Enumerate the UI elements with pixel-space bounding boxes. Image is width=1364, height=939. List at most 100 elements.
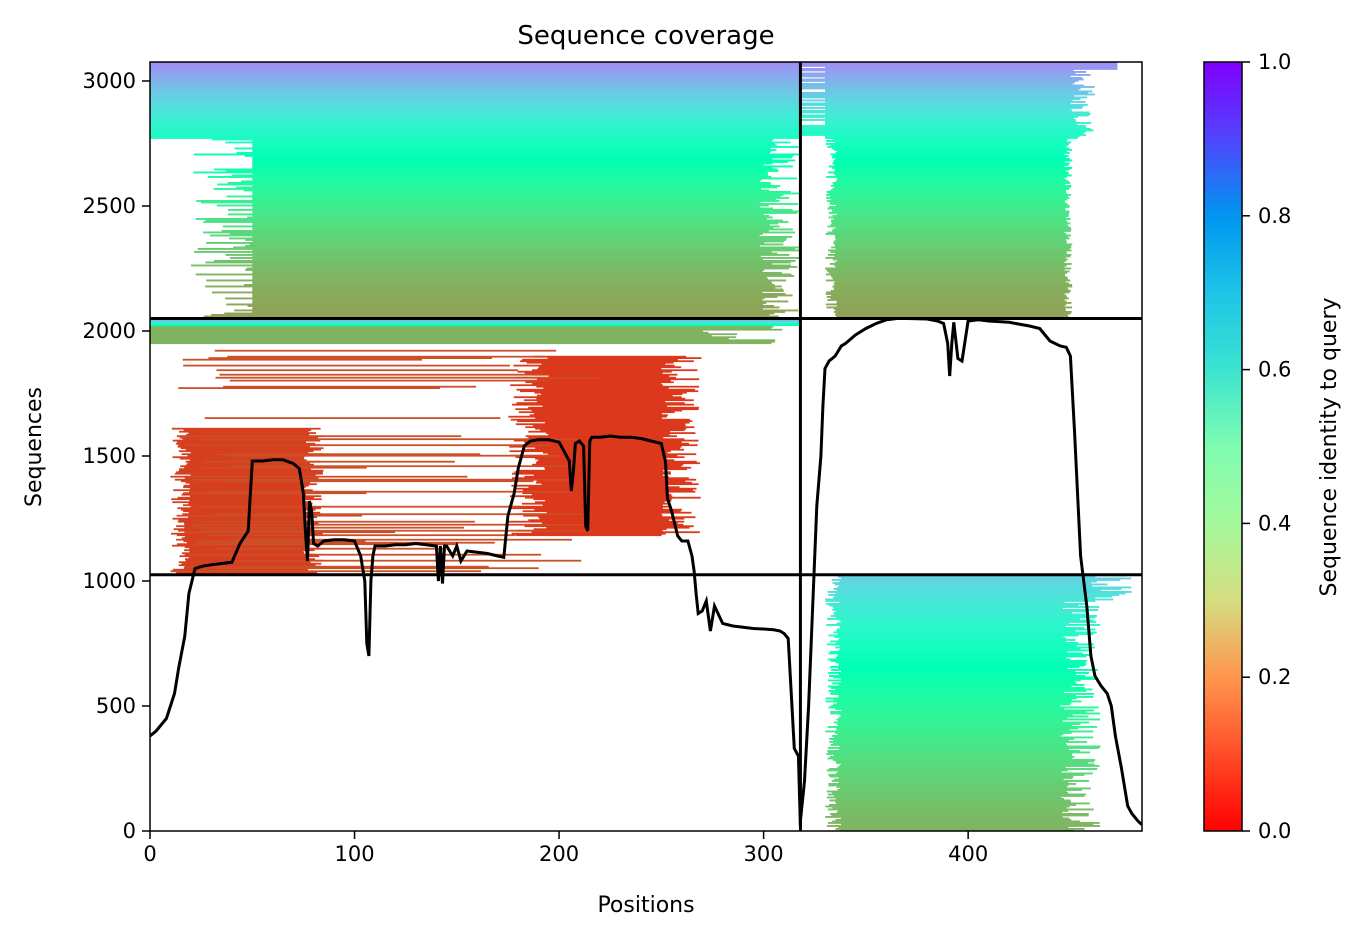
coverage-row	[229, 465, 577, 468]
coverage-row	[840, 648, 1081, 650]
coverage-row	[216, 204, 769, 207]
coverage-row	[800, 119, 1076, 121]
coverage-row	[178, 561, 311, 564]
coverage-row	[834, 261, 1065, 264]
coverage-row	[252, 311, 786, 313]
coverage-row	[206, 242, 765, 244]
coverage-row	[204, 417, 501, 419]
coverage-row	[830, 615, 1098, 617]
coverage-row	[830, 691, 1064, 694]
coverage-row	[522, 489, 693, 492]
coverage-row	[537, 367, 662, 370]
coverage-row	[836, 315, 1069, 318]
coverage-row	[513, 487, 697, 490]
coverage-row	[524, 441, 682, 444]
coverage-row	[839, 625, 1066, 628]
coverage-row	[182, 358, 422, 361]
coverage-row	[252, 272, 782, 274]
coverage-row	[183, 429, 312, 432]
coverage-row	[205, 285, 782, 288]
coverage-row	[508, 415, 667, 418]
coverage-row	[832, 742, 1066, 745]
coverage-row	[150, 105, 801, 108]
coverage-row	[247, 305, 775, 307]
coverage-row	[837, 720, 1063, 722]
coverage-row	[825, 730, 1094, 733]
coverage-row	[825, 293, 1065, 295]
coverage-row	[841, 670, 1076, 673]
coverage-row	[826, 643, 1094, 646]
coverage-row	[826, 796, 1062, 799]
coverage-row	[252, 203, 799, 205]
coverage-row	[188, 556, 308, 559]
coverage-row	[836, 302, 1072, 304]
coverage-row	[836, 305, 1065, 307]
coverage-row	[252, 306, 780, 309]
coverage-row	[252, 255, 761, 258]
coverage-row	[832, 155, 1069, 157]
coverage-row	[837, 766, 1066, 769]
coverage-row	[800, 134, 1086, 136]
coverage-row	[523, 399, 694, 402]
coverage-row	[207, 176, 772, 178]
coverage-row	[192, 478, 569, 481]
coverage-row	[800, 128, 1091, 130]
coverage-row	[514, 471, 671, 474]
coverage-row	[528, 406, 699, 409]
coverage-row	[828, 216, 1067, 219]
coverage-row	[252, 162, 773, 165]
coverage-row	[532, 369, 698, 372]
coverage-row	[800, 93, 1095, 96]
coverage-row	[825, 117, 1074, 120]
coverage-line-chain-a	[150, 434, 802, 827]
coverage-row	[216, 547, 444, 550]
coverage-row	[837, 733, 1064, 736]
coverage-row	[150, 116, 801, 118]
coverage-row	[252, 158, 773, 160]
coverage-row	[826, 624, 1101, 626]
coverage-row	[833, 282, 1070, 285]
coverage-row	[836, 702, 1072, 704]
coverage-row	[833, 721, 1090, 724]
x-axis-ticks: 0 100 200 300 400	[143, 831, 988, 866]
coverage-row	[835, 819, 1072, 821]
coverage-row	[252, 266, 798, 268]
coverage-row	[835, 828, 1085, 830]
coverage-row	[835, 760, 1094, 763]
coverage-row	[825, 805, 1070, 808]
coverage-row	[252, 288, 784, 291]
coverage-row	[835, 237, 1070, 240]
coverage-row	[545, 499, 672, 502]
coverage-row	[837, 150, 1067, 153]
coverage-row	[829, 206, 1070, 208]
coverage-row	[829, 201, 1066, 204]
coverage-row	[827, 299, 1065, 301]
coverage-row	[833, 613, 1090, 616]
coverage-row	[177, 496, 314, 499]
coverage-row	[828, 192, 1067, 195]
coverage-row	[518, 411, 675, 414]
coverage-row	[225, 254, 790, 256]
coverage-row	[829, 775, 1074, 778]
coverage-row	[185, 448, 321, 451]
coverage-row	[830, 640, 1067, 643]
coverage-row	[825, 816, 1063, 818]
coverage-row	[800, 132, 1084, 135]
coverage-row	[247, 216, 773, 219]
coverage-row	[825, 273, 1065, 276]
coverage-row	[835, 661, 1086, 664]
coverage-row	[542, 405, 668, 408]
coverage-row	[837, 628, 1096, 631]
coverage-row	[835, 266, 1065, 268]
coverage-row	[827, 726, 1097, 728]
coverage-row	[197, 505, 520, 508]
coverage-row	[536, 378, 700, 381]
coverage-row	[178, 387, 441, 389]
coverage-row	[227, 213, 764, 216]
coverage-row	[840, 817, 1070, 820]
coverage-row	[252, 165, 793, 168]
coverage-row	[183, 364, 510, 367]
coverage-row	[838, 664, 1086, 667]
coverage-row	[531, 409, 683, 412]
coverage-row	[834, 243, 1073, 246]
